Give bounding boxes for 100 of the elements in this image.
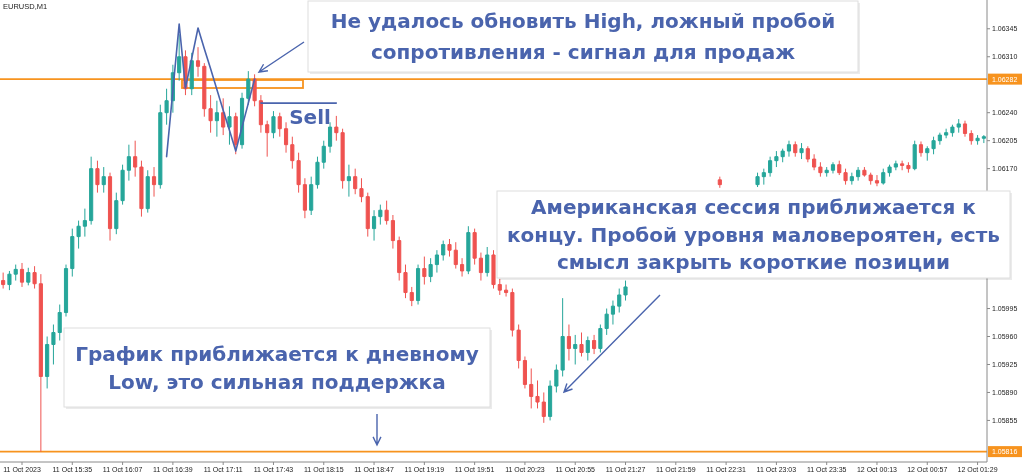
candlestick — [485, 246, 490, 278]
candlestick — [617, 288, 622, 314]
candlestick — [824, 166, 829, 178]
candlestick — [900, 160, 905, 171]
candlestick — [271, 110, 276, 139]
candlestick — [610, 300, 616, 326]
candlestick — [378, 204, 383, 226]
candlestick — [428, 257, 433, 283]
candlestick — [101, 166, 106, 194]
candlestick — [962, 120, 968, 138]
candlestick — [623, 280, 628, 302]
candlestick — [843, 168, 848, 186]
candlestick — [95, 160, 100, 194]
candlestick — [447, 238, 452, 258]
candlestick — [761, 168, 766, 186]
candlestick — [309, 176, 314, 216]
candlestick — [874, 174, 880, 187]
candlestick — [283, 121, 289, 154]
candlestick — [321, 140, 326, 170]
candlestick — [346, 164, 351, 198]
candlestick — [717, 176, 722, 189]
candlestick — [830, 161, 836, 174]
candlestick — [441, 240, 446, 262]
candlestick — [258, 94, 263, 134]
candlestick — [849, 172, 854, 186]
candlestick — [19, 262, 25, 288]
candlestick — [145, 169, 150, 214]
candlestick — [522, 355, 527, 389]
candlestick — [548, 379, 553, 421]
candlestick — [931, 136, 936, 155]
candlestick — [799, 142, 804, 160]
candlestick — [925, 145, 930, 162]
candlestick — [151, 166, 157, 198]
candlestick — [365, 192, 370, 238]
candlestick — [918, 140, 924, 158]
candlestick — [478, 252, 483, 282]
candlestick — [856, 166, 861, 182]
candlestick — [57, 304, 62, 342]
candlestick — [1, 272, 6, 290]
candlestick — [227, 105, 232, 146]
candlestick — [315, 156, 320, 190]
candlestick — [529, 367, 534, 409]
annotation: Американская сессия приближается к концу. Пробой уровня маловероятен, есть смысл закрыть короткие позиции — [507, 195, 1000, 274]
candlestick — [221, 97, 226, 136]
candlestick — [277, 112, 282, 138]
candlestick — [38, 273, 43, 453]
annotation: Не удалось обновить High, ложный пробой сопротивления - сигнал для продаж — [330, 9, 836, 64]
candlestick — [384, 200, 389, 226]
candlestick — [906, 161, 911, 174]
candlestick — [975, 134, 980, 146]
candlestick — [541, 391, 546, 424]
candlestick — [566, 324, 572, 361]
candlestick — [837, 160, 842, 176]
candlestick — [371, 209, 377, 242]
candlestick — [409, 286, 414, 307]
candlestick — [390, 214, 395, 250]
candlestick — [812, 153, 817, 171]
candlestick — [453, 241, 458, 270]
candlestick — [585, 336, 590, 361]
candlestick — [793, 140, 798, 158]
candlestick — [265, 120, 270, 158]
candlestick — [45, 336, 50, 389]
candlestick — [302, 177, 307, 219]
candlestick — [497, 278, 502, 296]
candlestick — [415, 264, 421, 306]
candlestick — [397, 236, 402, 282]
candlestick — [63, 264, 69, 318]
candlestick — [466, 225, 471, 275]
candlestick — [472, 228, 477, 266]
annotation: График приближается к дневному Low, это сильная поддержка — [75, 341, 479, 394]
candlestick — [893, 160, 898, 171]
candlestick — [353, 168, 358, 195]
candlestick — [969, 129, 974, 146]
candlestick — [32, 265, 37, 290]
candlestick — [937, 132, 942, 146]
candlestick — [460, 257, 465, 278]
candlestick — [579, 332, 584, 357]
candlestick — [881, 168, 886, 186]
candlestick — [755, 172, 760, 188]
candlestick — [107, 172, 113, 242]
candlestick — [944, 128, 949, 139]
candlestick — [177, 33, 182, 82]
candlestick — [133, 140, 138, 178]
candlestick — [195, 46, 201, 78]
candlestick — [26, 267, 31, 286]
candlestick — [422, 256, 427, 286]
candlestick — [126, 144, 131, 182]
candlestick — [434, 249, 439, 274]
candlestick — [51, 324, 56, 365]
candlestick — [214, 100, 219, 138]
candlestick — [573, 334, 578, 365]
annotation: Sell — [289, 105, 331, 130]
candlestick — [592, 334, 597, 355]
candlestick — [89, 156, 94, 226]
candlestick — [786, 140, 792, 158]
candlestick — [818, 161, 823, 178]
candlestick — [768, 156, 773, 178]
candlestick — [805, 145, 810, 163]
candlestick — [139, 160, 144, 218]
candlestick — [504, 284, 509, 298]
